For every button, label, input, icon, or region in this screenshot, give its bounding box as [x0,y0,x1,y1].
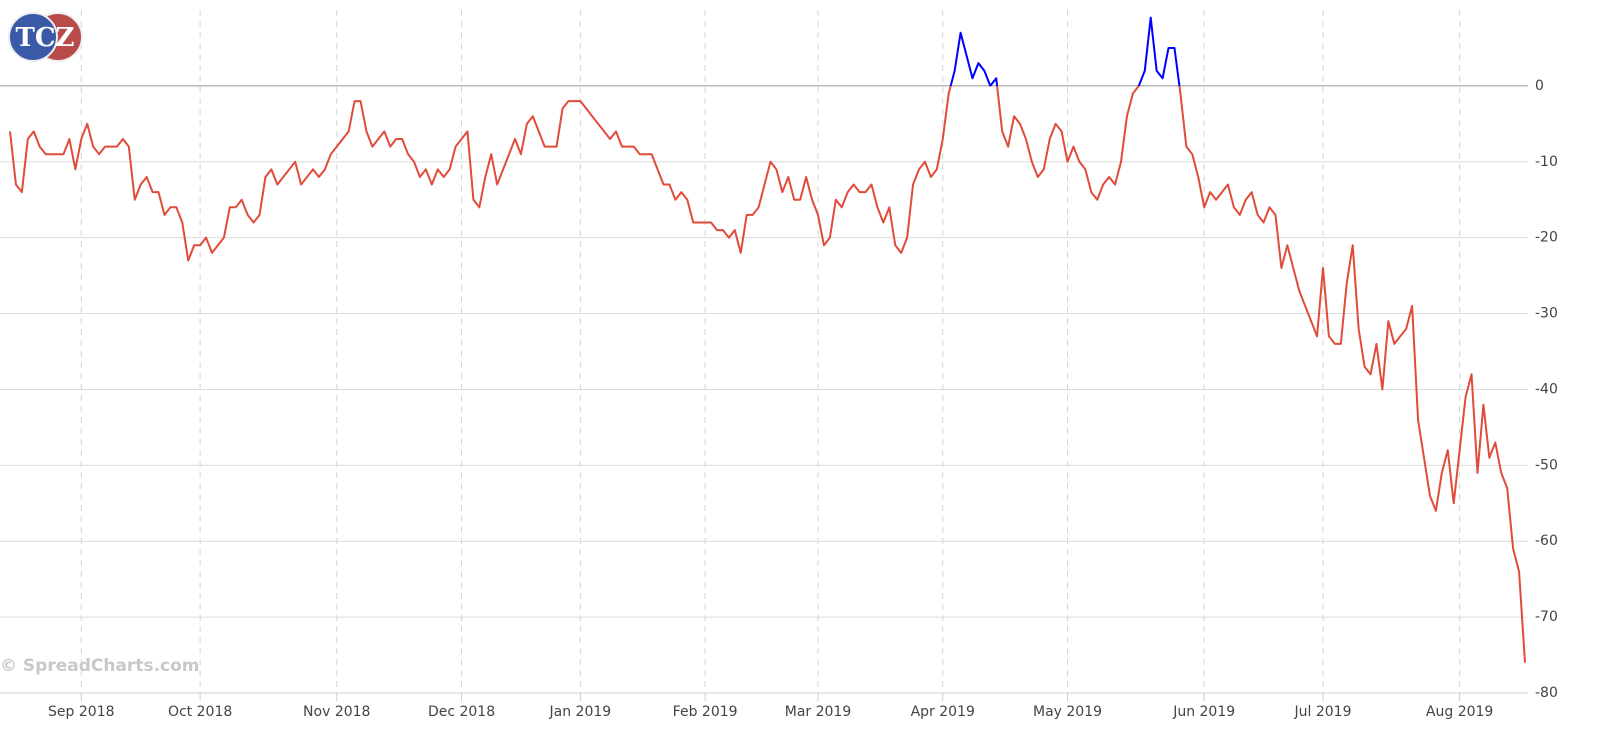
logo: TCZ [8,12,83,62]
x-tick-label: May 2019 [1033,704,1102,720]
x-tick-label: Feb 2019 [673,704,738,720]
y-tick-label: -60 [1535,533,1558,549]
logo-text: TCZ [15,23,74,53]
grid [0,10,1528,701]
logo-circle-blue [8,12,58,62]
x-tick-label: Oct 2018 [168,704,232,720]
x-tick-label: Nov 2018 [303,704,370,720]
watermark: © SpreadCharts.com [0,656,200,676]
y-tick-label: 0 [1535,78,1544,94]
x-tick-label: Mar 2019 [785,704,852,720]
data-line [9,16,1526,663]
y-tick-label: -40 [1535,381,1558,397]
x-tick-label: Dec 2018 [428,704,495,720]
x-tick-label: Jul 2019 [1294,704,1352,720]
y-tick-label: -10 [1535,154,1558,170]
x-tick-label: Apr 2019 [911,704,975,720]
y-tick-label: -50 [1535,457,1558,473]
x-tick-label: Jun 2019 [1172,704,1235,720]
x-tick-label: Jan 2019 [549,704,612,720]
y-tick-label: -20 [1535,230,1558,246]
x-tick-label: Aug 2019 [1426,704,1493,720]
y-tick-label: -70 [1535,609,1558,625]
x-tick-label: Sep 2018 [48,704,114,720]
y-tick-label: -80 [1535,685,1558,701]
y-tick-label: -30 [1535,306,1558,322]
plot: 0 -10 -20 -30 -40 -50 -60 -70 -80 Sep 2018 Oct 201… [9,16,1558,720]
